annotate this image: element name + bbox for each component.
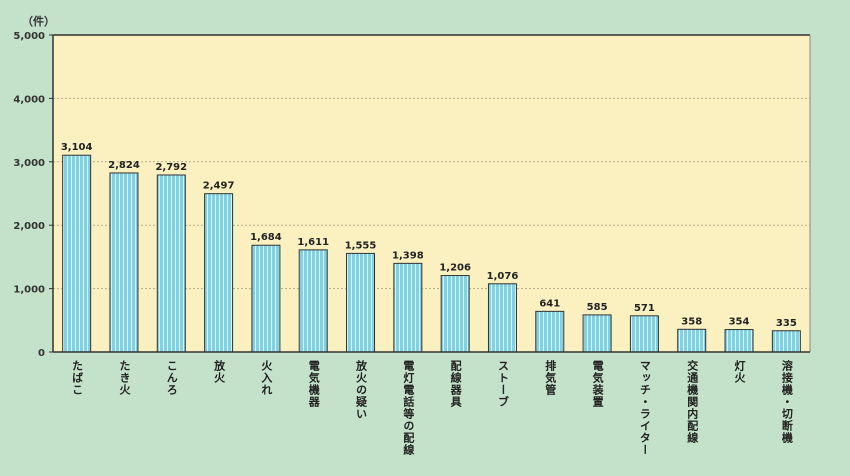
bar [440,275,470,353]
bar [156,174,186,353]
x-tick-label: たき火 [117,360,131,396]
x-tick-label: 電気機器 [307,360,321,408]
x-tick-label: 溶接機・切断機 [780,360,794,444]
bar [393,262,423,353]
data-label: 1,206 [439,263,471,274]
y-axis-unit: （件） [22,15,55,28]
data-label: 571 [634,303,655,314]
bar [298,249,328,353]
x-tick-label: たばこ [70,360,84,396]
x-tick-label: 火入れ [259,360,273,396]
x-tick-label: 電気装置 [591,360,605,408]
bar [535,310,565,353]
x-tick-label: 放火 [212,360,226,384]
x-tick-label: 放火の疑い [354,360,368,420]
y-tick-label: 1,000 [13,285,45,296]
data-label: 1,684 [250,232,282,243]
data-label: 2,824 [108,160,140,171]
bar [109,172,139,353]
bar [204,193,234,353]
y-tick-label: 3,000 [13,158,45,169]
data-label: 3,104 [61,142,93,153]
data-label: 585 [587,302,608,313]
x-tick-label: 灯火 [733,360,747,384]
data-label: 1,076 [487,271,519,282]
data-label: 1,611 [297,237,329,248]
bar [629,315,659,353]
bar [771,330,801,353]
bar [346,252,376,353]
x-tick-label: 交通機関内配線 [685,360,699,444]
bar [487,283,517,353]
bar [582,314,612,353]
x-tick-label: ストーブ [496,360,510,408]
data-label: 1,555 [345,240,377,251]
x-tick-label: こんろ [165,360,179,396]
data-label: 641 [539,298,560,309]
bar [724,329,754,353]
y-tick-label: 5,000 [13,31,45,42]
y-tick-label: 2,000 [13,221,45,232]
x-tick-label: 電灯電話等の配線 [401,360,415,456]
x-tick-label: 排気管 [543,360,557,396]
data-label: 2,497 [203,181,235,192]
data-label: 2,792 [155,162,187,173]
bar [251,244,281,353]
y-tick-label: 0 [38,348,45,359]
bar [62,154,92,353]
bar [677,328,707,353]
data-label: 335 [776,318,797,329]
y-tick-label: 4,000 [13,94,45,105]
data-label: 354 [729,317,750,328]
x-tick-label: 配線器具 [449,360,463,408]
x-tick-label: マッチ・ライター [638,360,652,456]
data-label: 358 [681,316,702,327]
data-label: 1,398 [392,250,424,261]
